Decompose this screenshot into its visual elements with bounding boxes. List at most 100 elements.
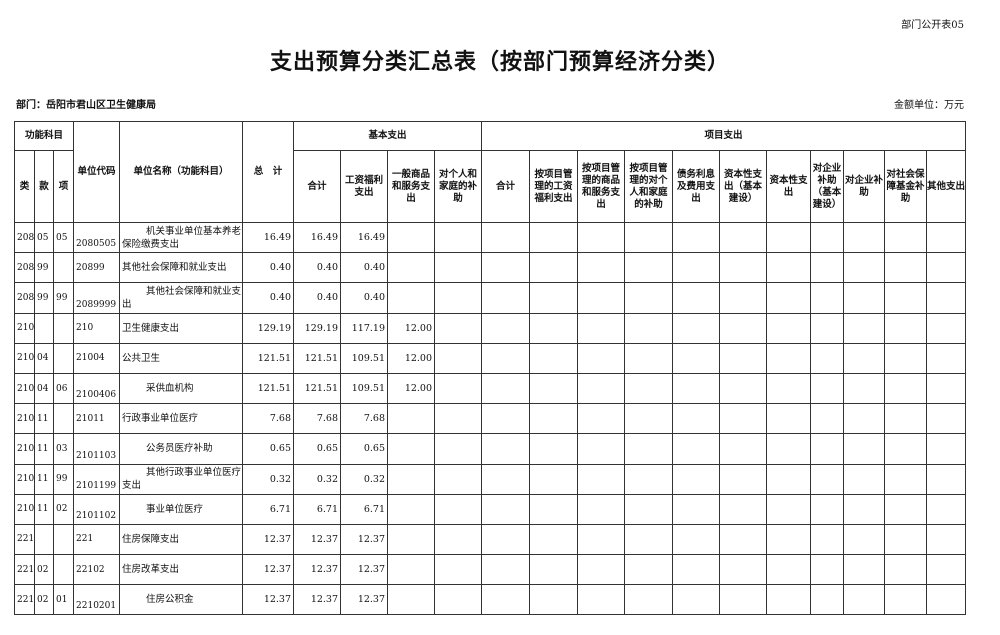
cell-total: 6.71 xyxy=(242,493,295,525)
cell-kuan: 04 xyxy=(34,342,54,374)
cell-kuan: 11 xyxy=(34,493,54,525)
cell-kuan: 11 xyxy=(34,403,54,435)
cell-total: 7.68 xyxy=(242,403,295,435)
cell-code: 221 xyxy=(73,523,121,556)
cell-project xyxy=(577,403,626,435)
cell-lei: 210 xyxy=(14,372,35,405)
cell-basic-total: 6.71 xyxy=(293,493,342,525)
header-project-col: 按项目管理的对个人和家庭的补助 xyxy=(624,150,674,223)
cell-project xyxy=(843,221,886,254)
table-row: 221 02 22102 住房改革支出 12.37 12.37 12.37 xyxy=(14,554,967,586)
cell-name: 住房公积金 xyxy=(119,584,244,616)
table-row: 208 99 99 2089999 其他社会保障和就业支出 0.40 0.40 0.40 xyxy=(14,282,967,314)
cell-basic-goods xyxy=(387,403,436,435)
cell-project xyxy=(481,584,531,616)
cell-basic-personal xyxy=(434,252,483,284)
cell-total: 121.51 xyxy=(242,372,295,405)
cell-project xyxy=(884,584,928,616)
cell-project xyxy=(624,312,674,344)
table-row: 210 04 06 2100406 采供血机构 121.51 121.51 109.51 12.… xyxy=(14,372,967,405)
cell-project xyxy=(529,312,579,344)
cell-project xyxy=(810,342,845,374)
cell-basic-wage: 0.65 xyxy=(340,433,389,465)
cell-code: 2089999 xyxy=(73,282,121,314)
cell-xiang xyxy=(52,523,75,556)
cell-project xyxy=(672,282,721,314)
cell-project xyxy=(884,312,928,344)
cell-project xyxy=(766,554,812,586)
cell-basic-personal xyxy=(434,463,483,495)
cell-project xyxy=(719,493,768,525)
cell-basic-total: 129.19 xyxy=(293,312,342,344)
cell-xiang xyxy=(52,312,75,344)
cell-project xyxy=(529,252,579,284)
cell-project xyxy=(766,584,812,616)
cell-basic-wage: 12.37 xyxy=(340,523,389,556)
cell-name: 事业单位医疗 xyxy=(119,493,244,525)
cell-basic-wage: 12.37 xyxy=(340,554,389,586)
cell-lei: 210 xyxy=(14,433,35,465)
cell-basic-goods xyxy=(387,523,436,556)
cell-project xyxy=(766,372,812,405)
cell-basic-wage: 109.51 xyxy=(340,372,389,405)
cell-project xyxy=(529,523,579,556)
table-row: 208 99 20899 其他社会保障和就业支出 0.40 0.40 0.40 xyxy=(14,252,967,284)
cell-project xyxy=(843,493,886,525)
cell-code: 2101102 xyxy=(73,493,121,525)
cell-basic-goods xyxy=(387,221,436,254)
cell-project xyxy=(810,523,845,556)
cell-lei: 208 xyxy=(14,282,35,314)
cell-name: 其他社会保障和就业支出 xyxy=(119,252,244,284)
header-total: 总 计 xyxy=(242,121,295,223)
cell-project xyxy=(577,221,626,254)
header-project-col: 按项目管理的工资福利支出 xyxy=(529,150,579,223)
cell-project xyxy=(481,372,531,405)
cell-kuan: 05 xyxy=(34,221,54,254)
cell-project xyxy=(810,372,845,405)
header-project-col: 债务利息及费用支出 xyxy=(672,150,721,223)
cell-project xyxy=(624,463,674,495)
cell-project xyxy=(481,554,531,586)
cell-kuan xyxy=(34,523,54,556)
cell-code: 2101103 xyxy=(73,433,121,465)
cell-kuan: 02 xyxy=(34,554,54,586)
cell-total: 0.40 xyxy=(242,252,295,284)
cell-basic-total: 121.51 xyxy=(293,342,342,374)
cell-project xyxy=(884,372,928,405)
cell-project xyxy=(884,554,928,586)
cell-project xyxy=(481,282,531,314)
cell-project xyxy=(624,523,674,556)
cell-project xyxy=(672,252,721,284)
header-project-col: 资本性支出 xyxy=(766,150,812,223)
header-project-col: 资本性支出（基本建设） xyxy=(719,150,768,223)
header-func-subject: 功能科目 xyxy=(13,121,75,151)
cell-project xyxy=(926,463,967,495)
cell-project xyxy=(926,584,967,616)
cell-project xyxy=(810,433,845,465)
cell-name: 公务员医疗补助 xyxy=(119,433,244,465)
cell-project xyxy=(481,463,531,495)
cell-project xyxy=(884,523,928,556)
cell-basic-personal xyxy=(434,403,483,435)
table-row: 210 11 02 2101102 事业单位医疗 6.71 6.71 6.71 xyxy=(14,493,967,525)
cell-project xyxy=(624,342,674,374)
cell-basic-goods xyxy=(387,433,436,465)
cell-project xyxy=(719,584,768,616)
cell-code: 2100406 xyxy=(73,372,121,405)
cell-project xyxy=(529,584,579,616)
cell-code: 21011 xyxy=(73,403,121,435)
cell-project xyxy=(719,252,768,284)
cell-project xyxy=(481,252,531,284)
cell-basic-goods xyxy=(387,493,436,525)
cell-project xyxy=(672,342,721,374)
cell-total: 12.37 xyxy=(242,584,295,616)
cell-project xyxy=(529,463,579,495)
cell-project xyxy=(884,282,928,314)
cell-total: 0.65 xyxy=(242,433,295,465)
cell-total: 121.51 xyxy=(242,342,295,374)
cell-project xyxy=(672,463,721,495)
cell-kuan: 02 xyxy=(34,584,54,616)
header-project-col: 对企业补助（基本建设） xyxy=(810,150,845,223)
cell-basic-goods xyxy=(387,463,436,495)
cell-xiang: 01 xyxy=(52,584,75,616)
